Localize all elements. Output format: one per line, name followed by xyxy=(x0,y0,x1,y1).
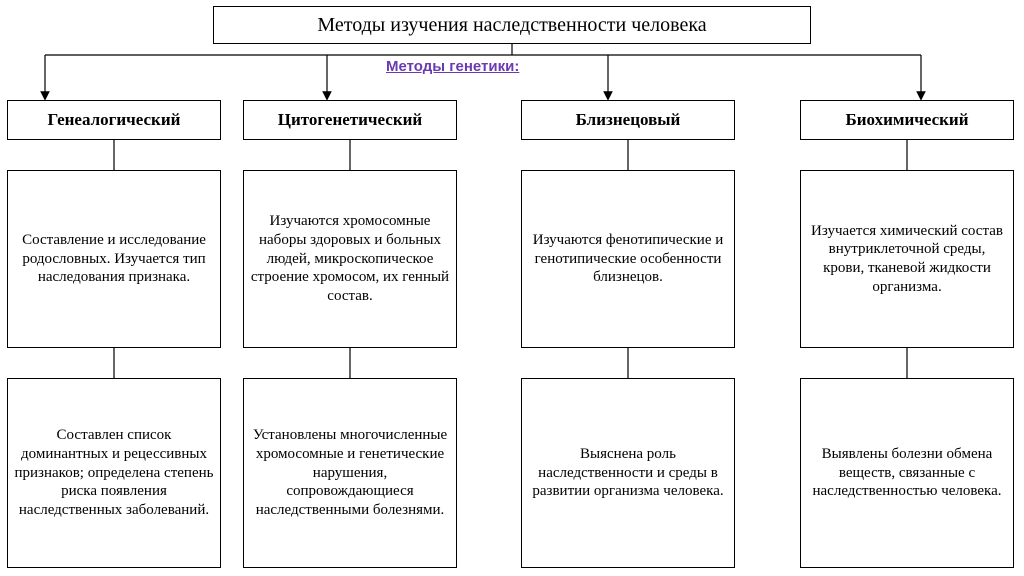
column-desc1-text: Изучаются хромосомные наборы здоровых и … xyxy=(250,212,450,306)
column-header-twin: Близнецовый xyxy=(521,100,735,140)
diagram-title: Методы изучения наследственности человек… xyxy=(213,6,811,44)
column-desc1-genealogical: Составление и исследование родословных. … xyxy=(7,170,221,348)
column-header-text: Цитогенетический xyxy=(278,109,422,130)
column-desc2-cytogenetic: Установлены многочисленные хромосомные и… xyxy=(243,378,457,568)
column-header-biochemical: Биохимический xyxy=(800,100,1014,140)
column-desc2-text: Выявлены болезни обмена веществ, связанн… xyxy=(807,445,1007,501)
column-desc2-biochemical: Выявлены болезни обмена веществ, связанн… xyxy=(800,378,1014,568)
column-header-text: Близнецовый xyxy=(576,109,681,130)
column-desc2-text: Выяснена роль наследственности и среды в… xyxy=(528,445,728,501)
column-desc1-twin: Изучаются фенотипические и генотипически… xyxy=(521,170,735,348)
column-header-text: Биохимический xyxy=(845,109,968,130)
column-desc2-twin: Выяснена роль наследственности и среды в… xyxy=(521,378,735,568)
column-header-cytogenetic: Цитогенетический xyxy=(243,100,457,140)
column-desc1-text: Изучаются фенотипические и генотипически… xyxy=(528,231,728,287)
column-header-text: Генеалогический xyxy=(48,109,181,130)
column-desc2-text: Составлен список доминантных и рецессивн… xyxy=(14,426,214,520)
methods-genetics-link[interactable]: Методы генетики: xyxy=(386,58,519,75)
column-desc1-biochemical: Изучается химический состав внутриклеточ… xyxy=(800,170,1014,348)
column-desc2-text: Установлены многочисленные хромосомные и… xyxy=(250,426,450,520)
column-header-genealogical: Генеалогический xyxy=(7,100,221,140)
column-desc2-genealogical: Составлен список доминантных и рецессивн… xyxy=(7,378,221,568)
column-desc1-text: Составление и исследование родословных. … xyxy=(14,231,214,287)
column-desc1-text: Изучается химический состав внутриклеточ… xyxy=(807,222,1007,297)
column-desc1-cytogenetic: Изучаются хромосомные наборы здоровых и … xyxy=(243,170,457,348)
diagram-title-text: Методы изучения наследственности человек… xyxy=(317,13,706,38)
